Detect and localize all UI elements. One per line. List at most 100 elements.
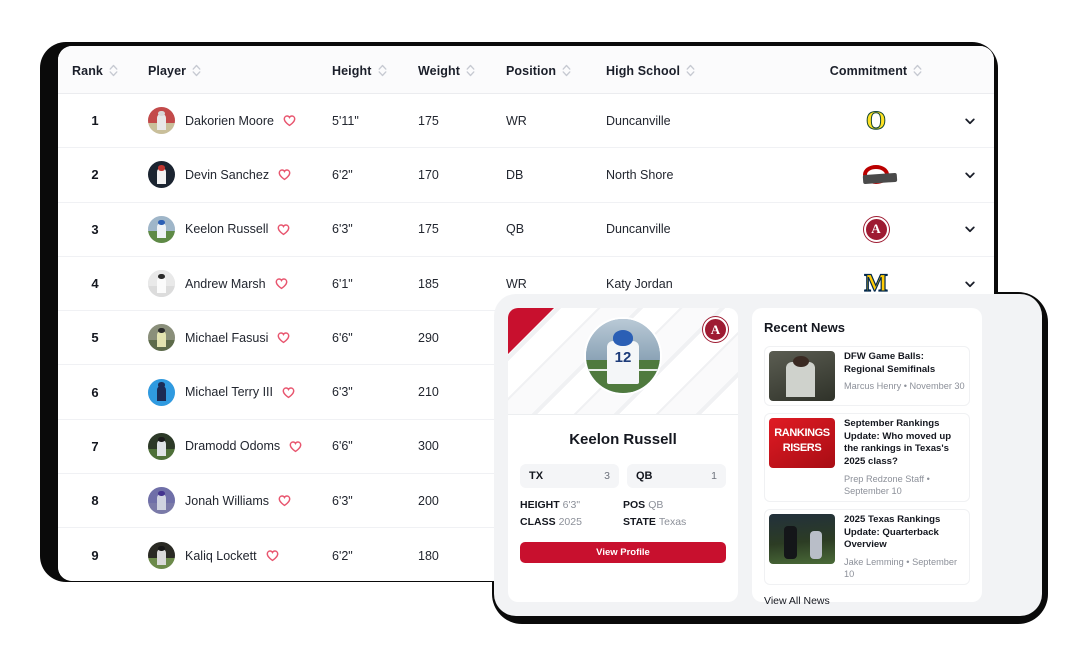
table-row[interactable]: 2 Devin Sanchez 6'2" 170 DB North Shore xyxy=(58,148,994,203)
ohio-state-logo xyxy=(863,162,889,188)
table-row[interactable]: 1 Dakorien Moore 5'11" 175 WR Duncanville O xyxy=(58,94,994,149)
meta-value: 2025 xyxy=(558,516,582,528)
row-expand-button[interactable] xyxy=(946,223,994,235)
cell-weight: 175 xyxy=(418,113,439,128)
cell-rank: 7 xyxy=(91,438,99,454)
sort-chevrons-icon[interactable] xyxy=(913,64,922,77)
cell-player-name: Andrew Marsh xyxy=(185,276,266,291)
player-card-meta-height: HEIGHT 6'3" xyxy=(520,499,623,511)
cell-commitment xyxy=(806,162,946,188)
chip-value: 1 xyxy=(711,470,717,482)
player-photo-devin-sanchez xyxy=(148,161,175,189)
chevron-down-icon[interactable] xyxy=(964,278,976,290)
column-header-position-label: Position xyxy=(506,63,557,78)
cell-rank: 5 xyxy=(91,330,99,346)
news-item[interactable]: RANKINGS RISERS September Rankings Update:… xyxy=(764,413,970,502)
cell-weight: 290 xyxy=(418,330,439,345)
cell-player-name: Devin Sanchez xyxy=(185,167,270,182)
sort-chevrons-icon[interactable] xyxy=(192,64,201,77)
cell-player-name: Jonah Williams xyxy=(185,493,270,508)
cell-weight: 300 xyxy=(418,439,439,454)
oregon-logo: O xyxy=(865,105,887,135)
column-header-player-label: Player xyxy=(148,63,187,78)
heart-icon[interactable] xyxy=(277,331,290,344)
meta-value: Texas xyxy=(658,516,687,528)
sort-chevrons-icon[interactable] xyxy=(686,64,695,77)
meta-label: POS xyxy=(623,499,646,511)
view-profile-button[interactable]: View Profile xyxy=(520,542,726,563)
cell-weight: 185 xyxy=(418,276,439,291)
cell-height: 5'11" xyxy=(332,113,359,128)
column-header-high-school[interactable]: High School xyxy=(606,64,806,78)
cell-weight: 210 xyxy=(418,385,439,400)
player-card-meta-class: CLASS 2025 xyxy=(520,516,623,528)
news-thumb-game-action xyxy=(769,513,835,564)
player-photo-andrew-marsh xyxy=(148,270,175,298)
cell-player-name: Kaliq Lockett xyxy=(185,548,257,563)
sort-chevrons-icon[interactable] xyxy=(109,64,118,77)
player-card-meta-pos: POS QB xyxy=(623,499,726,511)
chip-label: QB xyxy=(636,470,653,482)
view-all-news-link[interactable]: View All News xyxy=(764,595,830,608)
column-header-position[interactable]: Position xyxy=(506,64,606,78)
heart-icon[interactable] xyxy=(277,223,290,236)
news-byline: Jake Lemming • September 10 xyxy=(844,556,958,580)
column-header-commitment[interactable]: Commitment xyxy=(806,64,946,78)
cell-rank: 8 xyxy=(91,493,99,509)
heart-icon[interactable] xyxy=(289,440,302,453)
heart-icon[interactable] xyxy=(275,277,288,290)
player-photo-dakorien-moore xyxy=(148,107,175,135)
heart-icon[interactable] xyxy=(266,549,279,562)
player-card-name: Keelon Russell xyxy=(569,431,677,448)
player-photo-jonah-williams xyxy=(148,487,175,515)
column-header-weight-label: Weight xyxy=(418,63,461,78)
column-header-commitment-label: Commitment xyxy=(829,63,908,78)
column-header-height[interactable]: Height xyxy=(332,64,418,78)
table-row[interactable]: 3 Keelon Russell 6'3" 175 QB Duncanville A xyxy=(58,202,994,257)
news-byline: Prep Redzone Staff • September 10 xyxy=(844,473,930,496)
chip-label: TX xyxy=(529,470,544,482)
heart-icon[interactable] xyxy=(278,494,291,507)
recent-news-title: Recent News xyxy=(764,320,845,335)
cell-weight: 170 xyxy=(418,167,439,182)
player-card-body: Keelon Russell TX 3 QB 1 HEIGHT 6'3" xyxy=(508,415,738,602)
row-expand-button[interactable] xyxy=(946,115,994,127)
column-header-weight[interactable]: Weight xyxy=(418,64,506,78)
player-photo-michael-terry-iii xyxy=(148,378,175,406)
column-header-player[interactable]: Player xyxy=(132,64,332,78)
chevron-down-icon[interactable] xyxy=(964,169,976,181)
heart-icon[interactable] xyxy=(282,386,295,399)
news-item[interactable]: DFW Game Balls: Regional Semifinals Marcu… xyxy=(764,346,970,406)
column-header-rank-label: Rank xyxy=(72,63,103,78)
news-thumb-rankings-risers: RANKINGS RISERS xyxy=(769,418,835,468)
heart-icon[interactable] xyxy=(278,168,291,181)
cell-position: DB xyxy=(506,167,524,182)
news-headline: DFW Game Balls: Regional Semifinals xyxy=(844,351,936,375)
heart-icon[interactable] xyxy=(283,114,296,127)
cell-commitment: O xyxy=(806,105,946,135)
cell-rank: 1 xyxy=(91,113,99,129)
cell-position: WR xyxy=(506,276,527,291)
news-item[interactable]: 2025 Texas Rankings Update: Quarterback … xyxy=(764,508,970,586)
column-header-rank[interactable]: Rank xyxy=(58,64,132,78)
column-header-height-label: Height xyxy=(332,63,372,78)
chip-value: 3 xyxy=(604,470,610,482)
michigan-logo: M xyxy=(864,270,889,298)
player-card-meta-state: STATE Texas xyxy=(623,516,726,528)
meta-value: QB xyxy=(648,499,664,511)
row-expand-button[interactable] xyxy=(946,169,994,181)
sort-chevrons-icon[interactable] xyxy=(562,64,571,77)
cell-player-name: Dakorien Moore xyxy=(185,113,274,128)
alabama-logo: A xyxy=(863,216,889,242)
cell-height: 6'2" xyxy=(332,548,353,563)
sort-chevrons-icon[interactable] xyxy=(466,64,475,77)
player-card-header: A 12 xyxy=(508,308,738,415)
row-expand-button[interactable] xyxy=(946,278,994,290)
cell-commitment: A xyxy=(806,216,946,242)
chevron-down-icon[interactable] xyxy=(964,223,976,235)
cell-rank: 4 xyxy=(91,276,99,292)
cell-player-name: Keelon Russell xyxy=(185,222,269,237)
cell-player-name: Michael Fasusi xyxy=(185,330,269,345)
chevron-down-icon[interactable] xyxy=(964,115,976,127)
sort-chevrons-icon[interactable] xyxy=(378,64,387,77)
